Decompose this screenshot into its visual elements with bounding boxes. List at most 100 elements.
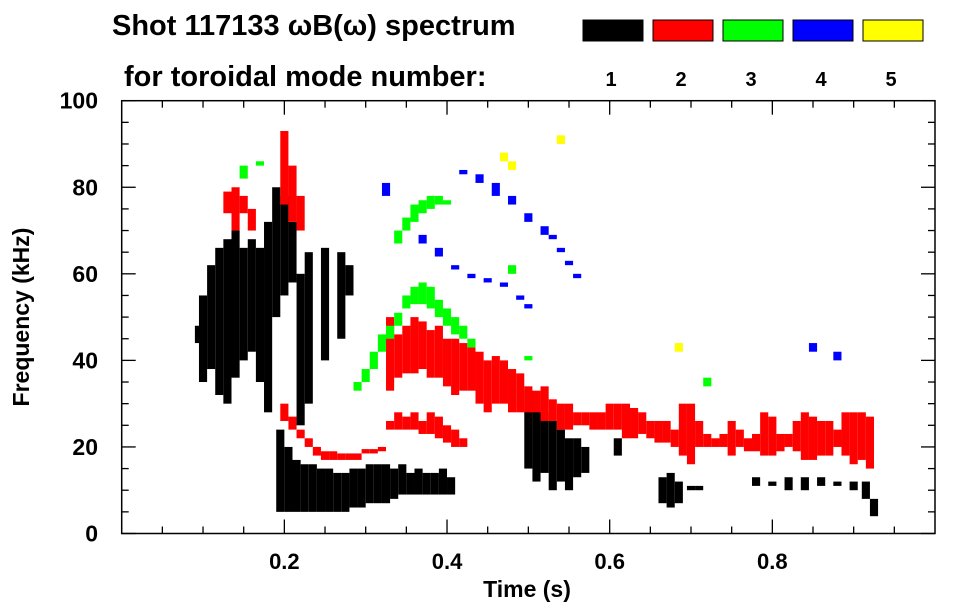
spectral-band xyxy=(316,468,326,512)
spectral-band xyxy=(499,282,509,287)
spectral-band xyxy=(800,412,809,460)
spectral-band xyxy=(670,429,679,447)
spectral-band xyxy=(817,477,826,486)
spectral-band xyxy=(752,477,761,486)
spectral-band xyxy=(451,429,460,447)
spectral-band xyxy=(418,200,427,214)
spectral-band xyxy=(467,338,476,348)
spectral-band xyxy=(849,481,858,491)
spectral-band xyxy=(442,425,452,443)
spectral-band xyxy=(394,412,403,430)
spectral-band xyxy=(434,299,443,318)
spectral-band xyxy=(353,382,362,391)
spectral-band xyxy=(548,234,557,240)
spectral-band xyxy=(272,187,281,318)
spectral-band xyxy=(337,252,346,339)
spectral-band xyxy=(353,453,362,460)
spectral-band xyxy=(516,295,525,300)
spectral-band xyxy=(475,351,484,404)
spectral-band xyxy=(390,468,399,499)
spectral-band xyxy=(768,481,777,486)
spectral-band xyxy=(540,412,549,473)
spectral-band xyxy=(410,286,419,305)
spectral-band xyxy=(333,472,342,512)
spectral-band xyxy=(451,338,460,396)
x-axis-label: Time (s) xyxy=(483,576,571,602)
spectral-band xyxy=(646,420,655,439)
spectral-band xyxy=(695,485,704,491)
spectral-band xyxy=(613,403,622,430)
spectral-band xyxy=(394,230,403,244)
spectral-band xyxy=(524,390,533,469)
spectral-band xyxy=(357,468,366,508)
spectral-band xyxy=(808,343,818,352)
spectral-band xyxy=(817,420,826,456)
y-tick-label: 100 xyxy=(60,88,98,114)
y-tick-label: 40 xyxy=(72,347,98,373)
spectral-band xyxy=(573,438,582,478)
spectral-band xyxy=(658,477,667,504)
legend: 1 2 3 4 5 xyxy=(582,19,924,91)
y-tick-label: 80 xyxy=(72,174,98,200)
spectral-band xyxy=(532,403,541,482)
legend-swatch-mode-5 xyxy=(862,19,924,42)
spectral-band xyxy=(361,369,370,383)
spectral-band xyxy=(410,412,419,430)
spectral-band xyxy=(255,247,265,383)
chart-title: Shot 117133 ωB(ω) spectrum xyxy=(112,10,516,42)
spectral-band xyxy=(524,356,533,361)
spectral-band xyxy=(459,169,468,175)
spectral-band xyxy=(198,295,208,383)
spectral-band xyxy=(365,464,374,504)
y-tick-label: 60 xyxy=(72,261,98,287)
spectral-band xyxy=(430,472,439,495)
spectral-band xyxy=(540,226,549,235)
spectral-band xyxy=(686,403,696,465)
spectral-band xyxy=(381,464,391,504)
spectral-band xyxy=(491,182,500,196)
spectral-band xyxy=(239,165,248,179)
spectral-band xyxy=(434,195,443,205)
spectral-band xyxy=(280,130,289,205)
spectral-band xyxy=(508,195,517,205)
spectral-band xyxy=(784,477,793,491)
spectral-band xyxy=(410,204,419,222)
legend-label-mode-4: 4 xyxy=(815,69,827,91)
spectral-band xyxy=(402,295,411,309)
spectral-band xyxy=(508,369,517,413)
x-tick-label: 0.6 xyxy=(594,549,625,574)
spectral-band xyxy=(308,464,317,512)
spectral-band xyxy=(394,312,403,326)
spectral-band xyxy=(841,412,850,456)
spectral-band xyxy=(483,360,492,413)
spectral-band xyxy=(711,438,720,447)
series-mode-2 xyxy=(223,130,875,469)
spectral-band xyxy=(292,459,301,512)
spectral-band xyxy=(280,195,289,296)
spectral-band xyxy=(589,412,598,430)
spectral-band xyxy=(406,472,415,495)
spectral-band xyxy=(231,187,240,231)
spectral-band xyxy=(426,330,435,378)
spectral-band xyxy=(524,213,533,222)
spectral-band xyxy=(434,416,443,439)
spectral-band xyxy=(727,420,736,456)
spectral-band xyxy=(621,403,631,439)
spectral-band xyxy=(239,195,248,214)
spectral-band xyxy=(654,420,663,443)
x-tick-label: 0.2 xyxy=(269,549,300,574)
spectral-band xyxy=(341,472,350,512)
spectral-band xyxy=(288,221,297,283)
legend-swatch-mode-3 xyxy=(722,19,784,42)
spectral-band xyxy=(329,451,338,460)
legend-swatch-mode-1 xyxy=(582,19,644,42)
spectral-band xyxy=(288,165,297,222)
spectral-band xyxy=(451,265,460,270)
spectral-band xyxy=(467,273,476,279)
spectral-band xyxy=(402,325,411,374)
spectral-band xyxy=(459,325,468,339)
spectral-band xyxy=(581,446,590,473)
spectral-band xyxy=(442,308,452,326)
spectral-band xyxy=(296,273,305,426)
spectral-band xyxy=(447,477,456,495)
